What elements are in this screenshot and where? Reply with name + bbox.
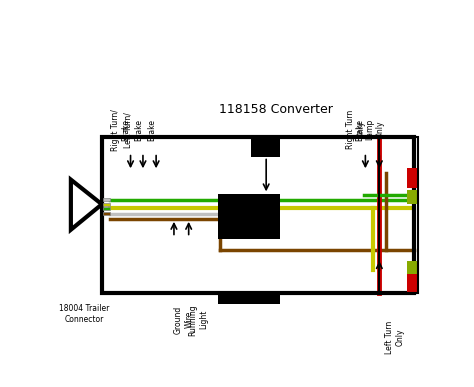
- Text: Running
Light: Running Light: [189, 304, 208, 336]
- Text: Left Turn
Only: Left Turn Only: [385, 321, 404, 354]
- Text: Left Turn/
Brake: Left Turn/ Brake: [124, 112, 143, 147]
- Text: Right Turn/
Brake: Right Turn/ Brake: [111, 109, 130, 151]
- Bar: [218, 194, 280, 239]
- Bar: [407, 274, 418, 293]
- Text: 18004 Trailer
Connector: 18004 Trailer Connector: [59, 305, 109, 324]
- Bar: [251, 137, 280, 157]
- Text: 118158 Converter: 118158 Converter: [219, 103, 333, 116]
- Bar: [103, 203, 109, 206]
- Text: Brake
Lamp
Only: Brake Lamp Only: [355, 118, 385, 140]
- Bar: [407, 260, 418, 274]
- Bar: [407, 168, 418, 188]
- Bar: [103, 207, 109, 211]
- Polygon shape: [71, 180, 102, 230]
- Bar: [103, 198, 109, 201]
- Text: Ground
Wire: Ground Wire: [174, 306, 193, 334]
- Text: Brake: Brake: [147, 118, 156, 140]
- Bar: [407, 190, 418, 204]
- Bar: [103, 212, 109, 215]
- Bar: [379, 137, 418, 293]
- Bar: [218, 291, 280, 305]
- Bar: [102, 137, 414, 293]
- Text: Right Turn
Only: Right Turn Only: [346, 110, 365, 149]
